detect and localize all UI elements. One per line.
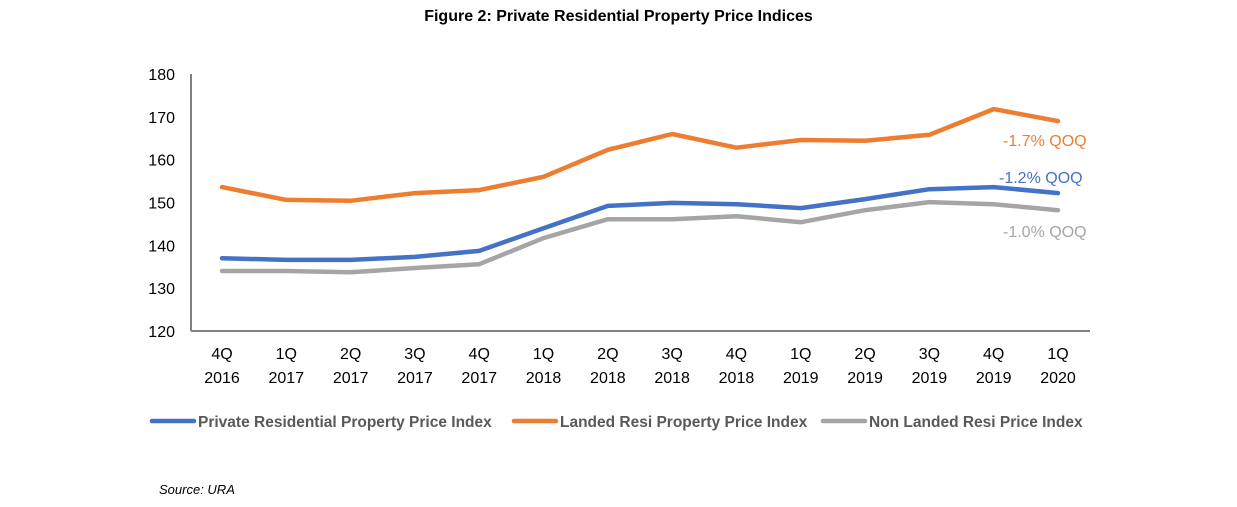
y-tick-label: 130 [148,281,175,298]
source-note: Source: URA [159,482,235,497]
x-tick-label: 2017 [397,370,433,387]
x-tick-label: 2020 [1040,370,1076,387]
x-tick-label: 1Q [1047,346,1068,363]
x-tick-label: 2Q [854,346,875,363]
y-tick-label: 120 [148,324,175,341]
y-tick-label: 170 [148,110,175,127]
x-tick-label: 2017 [269,370,305,387]
legend-item: Private Residential Property Price Index [149,414,492,431]
legend-label: Landed Resi Property Price Index [560,414,808,431]
x-tick-label: 3Q [919,346,940,363]
x-tick-label: 2019 [912,370,948,387]
y-tick-label: 140 [148,238,175,255]
y-tick-label: 160 [148,153,175,170]
legend: Private Residential Property Price Index… [149,414,1083,431]
x-tick-label: 3Q [661,346,682,363]
x-tick-label: 2Q [597,346,618,363]
x-tick-label: 2018 [654,370,690,387]
legend-label: Private Residential Property Price Index [198,414,492,431]
x-tick-label: 2018 [590,370,626,387]
x-tick-label: 2016 [204,370,240,387]
chart-title: Figure 2: Private Residential Property P… [424,8,813,25]
legend-item: Landed Resi Property Price Index [511,414,808,431]
legend-item: Non Landed Resi Price Index [820,414,1083,431]
x-tick-label: 2019 [847,370,883,387]
x-tick-label: 2017 [333,370,369,387]
x-tick-label: 1Q [276,346,297,363]
qoq-annotations: -1.7% QOQ -1.2% QOQ -1.0% QOQ [999,133,1087,241]
x-tick-label: 2019 [976,370,1012,387]
y-axis-ticks: 120 130 140 150 160 170 180 [148,67,175,341]
x-tick-label: 4Q [211,346,232,363]
x-tick-label: 1Q [790,346,811,363]
x-tick-label: 4Q [469,346,490,363]
qoq-annotation: -1.7% QOQ [1003,133,1087,150]
y-tick-label: 180 [148,67,175,84]
x-tick-label: 4Q [726,346,747,363]
legend-label: Non Landed Resi Price Index [869,414,1083,431]
qoq-annotation: -1.0% QOQ [1003,224,1087,241]
series-lines [219,106,1061,275]
x-tick-label: 1Q [533,346,554,363]
series-line [219,184,1061,263]
x-axis-labels: 4Q 2016 1Q 2017 2Q 2017 3Q 2017 4Q 2017 1Q 2018 2Q 20… [204,346,1076,387]
series-line [219,106,1061,204]
y-tick-label: 150 [148,196,175,213]
x-tick-label: 2018 [526,370,562,387]
x-tick-label: 2018 [719,370,755,387]
x-tick-label: 2017 [461,370,497,387]
x-tick-label: 3Q [404,346,425,363]
series-line [219,199,1061,275]
x-tick-label: 4Q [983,346,1004,363]
qoq-annotation: -1.2% QOQ [999,170,1083,187]
x-tick-label: 2019 [783,370,819,387]
x-tick-label: 2Q [340,346,361,363]
